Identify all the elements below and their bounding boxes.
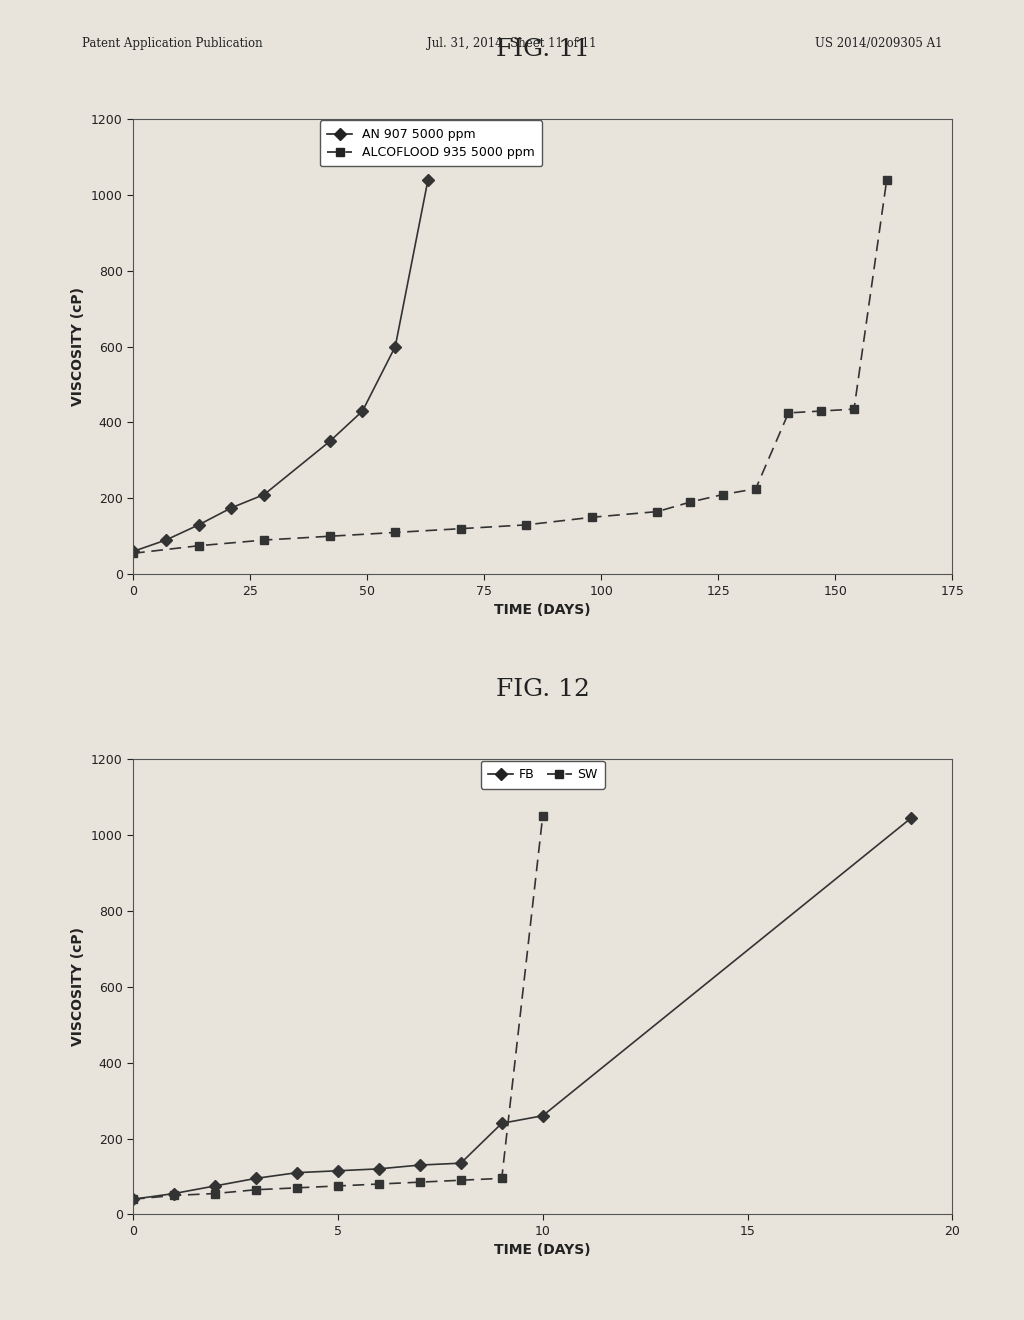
Legend: FB, SW: FB, SW — [481, 760, 604, 788]
Text: Patent Application Publication: Patent Application Publication — [82, 37, 262, 50]
X-axis label: TIME (DAYS): TIME (DAYS) — [495, 603, 591, 618]
Legend: AN 907 5000 ppm, ALCOFLOOD 935 5000 ppm: AN 907 5000 ppm, ALCOFLOOD 935 5000 ppm — [319, 120, 543, 166]
Text: US 2014/0209305 A1: US 2014/0209305 A1 — [814, 37, 942, 50]
Y-axis label: VISCOSITY (cP): VISCOSITY (cP) — [72, 286, 85, 407]
Y-axis label: VISCOSITY (cP): VISCOSITY (cP) — [72, 927, 85, 1047]
Title: FIG. 12: FIG. 12 — [496, 678, 590, 701]
Title: FIG. 11: FIG. 11 — [496, 38, 590, 61]
Text: Jul. 31, 2014  Sheet 11 of 11: Jul. 31, 2014 Sheet 11 of 11 — [427, 37, 597, 50]
X-axis label: TIME (DAYS): TIME (DAYS) — [495, 1243, 591, 1258]
